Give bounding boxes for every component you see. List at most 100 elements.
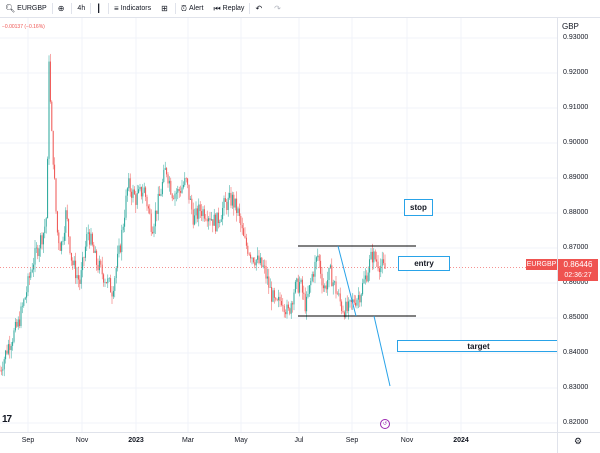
layouts-button[interactable]: ⊞	[156, 0, 175, 17]
candle-up	[175, 192, 177, 194]
projection-line	[373, 315, 391, 387]
candle-up	[299, 282, 301, 293]
time-axis-label: 2024	[453, 437, 469, 444]
candle-up	[348, 301, 350, 311]
candle-down	[283, 305, 285, 313]
symbol-label: EURGBP	[17, 5, 47, 12]
candle-down	[58, 232, 60, 244]
alert-label: Alert	[189, 5, 204, 12]
candle-up	[345, 301, 347, 318]
candle-down	[185, 178, 187, 179]
candle-up	[45, 218, 47, 227]
price-axis-label: 0.93000	[563, 34, 589, 41]
plus-circle-icon: ⊕	[57, 4, 65, 13]
candle-up	[34, 248, 36, 265]
candle-down	[342, 310, 344, 313]
compare-button[interactable]: ⊕	[53, 0, 72, 17]
candle-down	[226, 201, 228, 211]
indicators-button[interactable]: ≡ Indicators	[109, 0, 156, 17]
symbol-search[interactable]: 🔍︎ EURGBP	[0, 0, 52, 17]
toolbar-divider	[249, 3, 251, 14]
alert-button[interactable]: ⏰︎ Alert	[176, 0, 209, 17]
gear-icon[interactable]: ⚙︎	[574, 436, 583, 446]
price-axis[interactable]	[557, 18, 600, 432]
axis-corner	[557, 432, 600, 453]
candle-down	[384, 263, 386, 269]
time-axis[interactable]	[0, 432, 557, 453]
toolbar-divider	[71, 3, 73, 14]
candle-up	[349, 300, 351, 302]
candle-down	[350, 300, 352, 303]
candle-up	[216, 212, 218, 232]
candle-down	[51, 101, 53, 131]
candle-up	[219, 221, 221, 224]
candle-down	[54, 164, 56, 179]
candle-up	[370, 251, 372, 260]
goto-date-icon[interactable]: ↺	[380, 419, 390, 429]
candle-up	[194, 215, 196, 225]
alarm-clock-icon: ⏰︎	[180, 3, 188, 13]
candle-up	[262, 265, 264, 267]
time-axis-label: Jul	[294, 437, 304, 444]
redo-icon: ↷	[274, 4, 281, 13]
undo-button[interactable]: ↶	[250, 0, 269, 17]
candle-down	[258, 255, 260, 264]
candle-up	[86, 233, 88, 247]
candle-down	[276, 299, 278, 301]
candle-up	[294, 281, 296, 293]
replay-label: Replay	[222, 5, 245, 12]
replay-button[interactable]: ⏮︎ Replay	[208, 0, 249, 17]
candle-down	[19, 319, 21, 327]
candle-up	[114, 278, 116, 291]
candle-down	[96, 250, 98, 265]
candle-down	[250, 254, 252, 259]
target-label-box[interactable]: target	[397, 340, 560, 352]
candle-down	[100, 260, 102, 265]
entry-label-box[interactable]: entry	[398, 256, 450, 271]
candle-up	[5, 350, 7, 360]
redo-button[interactable]: ↷	[269, 0, 288, 17]
search-icon: 🔍︎	[5, 4, 16, 13]
candle-down	[119, 245, 121, 253]
candle-up	[61, 241, 63, 251]
candle-down	[171, 194, 173, 199]
interval-button[interactable]: 4h	[72, 0, 90, 17]
candle-up	[115, 268, 117, 279]
tradingview-logo[interactable]: 17	[2, 414, 12, 425]
candle-up	[62, 240, 64, 242]
candle-down	[93, 244, 95, 253]
currency-label[interactable]: GBP	[562, 22, 579, 31]
candle-down	[287, 304, 289, 309]
candle-up	[310, 280, 312, 286]
candle-up	[153, 226, 155, 234]
candle-down	[236, 198, 238, 213]
candle-up	[94, 250, 96, 253]
stop-label-box[interactable]: stop	[404, 199, 433, 216]
chart-type-button[interactable]: ┃	[91, 0, 108, 17]
candle-down	[173, 198, 175, 199]
candle-up	[296, 278, 298, 282]
candle-up	[317, 255, 319, 258]
candle-up	[138, 189, 140, 193]
candle-down	[105, 282, 107, 284]
candle-up	[35, 247, 37, 249]
candle-up	[17, 319, 19, 327]
time-axis-label: Nov	[400, 437, 414, 444]
time-axis-label: 2023	[128, 437, 144, 444]
candle-up	[139, 186, 141, 190]
candle-up	[24, 297, 26, 300]
last-price-tag: EURGBP 0.86446 02:36:27	[526, 259, 598, 281]
candle-up	[229, 192, 231, 198]
price-tag-symbol: EURGBP	[526, 259, 557, 270]
candle-down	[49, 61, 51, 102]
price-change-legend: −0.00137 (−0.16%)	[2, 24, 45, 30]
candle-up	[7, 344, 9, 354]
toolbar-divider	[51, 3, 53, 14]
candle-down	[248, 253, 250, 255]
candle-down	[353, 299, 355, 303]
candle-down	[346, 301, 348, 311]
candle-up	[338, 293, 340, 295]
candle-down	[320, 260, 322, 274]
chart-pane[interactable]	[0, 18, 557, 432]
candle-down	[245, 237, 247, 246]
